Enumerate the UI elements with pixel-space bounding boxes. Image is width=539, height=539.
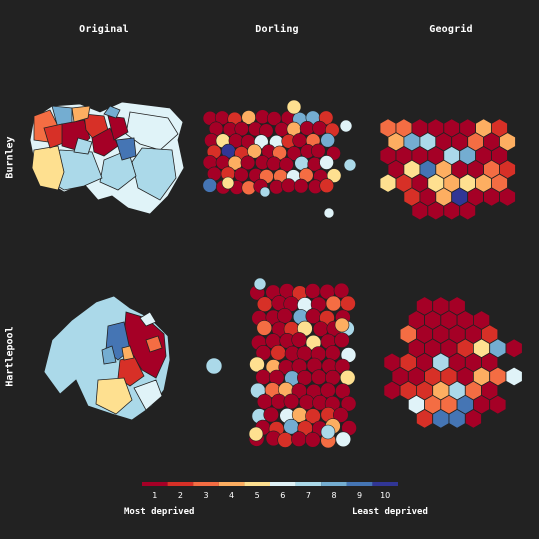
legend-tick-label: 7 [306,491,311,500]
dorling-circle [284,394,299,409]
legend-tick-label: 2 [178,491,183,500]
dorling-circle [305,432,320,447]
legend-color-bar [142,482,398,486]
legend-swatch [347,482,373,486]
legend-swatch [270,482,296,486]
dorling-circle [320,156,334,170]
geogrid-hexagon [500,188,516,206]
legend-swatch [321,482,347,486]
dorling-circle [340,370,355,385]
legend: 1 2 3 4 5 6 7 8 9 10 [142,482,398,500]
dorling-circle [254,278,266,290]
legend-swatch [193,482,219,486]
dorling-circle [300,121,314,135]
dorling-circle [271,345,286,360]
dorling-circle [305,284,320,299]
legend-high-label: Least deprived [352,507,428,517]
legend-swatch [142,482,168,486]
dorling-circle [344,159,356,171]
legend-tick-label: 4 [229,491,234,500]
hartlepool-original-map [44,296,170,420]
legend-swatch [372,482,398,486]
burnley-geogrid-map [380,119,516,220]
dorling-circle [340,120,352,132]
dorling-circle [257,297,272,312]
geogrid-hexagon [506,367,522,386]
dorling-circle [257,320,272,335]
dorling-circle [294,179,308,193]
geogrid-hexagon [428,202,444,220]
geogrid-hexagon [506,339,522,358]
region [32,146,64,190]
geogrid-hexagon [380,174,396,192]
dorling-circle [325,346,340,361]
dorling-circle [297,370,312,385]
dorling-circle [267,157,281,171]
dorling-circle [306,309,321,324]
dorling-circle [264,407,279,422]
burnley-dorling-map [203,100,356,218]
dorling-circle [292,332,307,347]
legend-swatch [244,482,270,486]
dorling-circle [222,177,234,189]
burnley-original-map [30,102,184,214]
legend-tick-label: 1 [152,491,157,500]
hartlepool-dorling-map [206,278,357,448]
legend-low-label: Most deprived [124,507,194,517]
dorling-circle [203,178,217,192]
dorling-circle [313,121,327,135]
legend-tick-label: 3 [203,491,208,500]
dorling-circle [341,296,356,311]
dorling-circle [206,358,222,374]
legend-ticks: 1 2 3 4 5 6 7 8 9 10 [152,491,390,500]
dorling-circle [249,427,263,441]
dorling-circle [334,333,349,348]
dorling-circle [256,370,271,385]
dorling-circle [326,296,341,311]
dorling-circle [260,187,270,197]
dorling-circle [311,144,325,158]
legend-swatch [168,482,194,486]
legend-tick-label: 6 [280,491,285,500]
legend-tick-label: 10 [380,491,390,500]
dorling-circle [277,308,292,323]
dorling-circle [336,432,351,447]
dorling-circle [321,425,335,439]
dorling-circle [311,370,326,385]
dorling-circle [320,179,334,193]
dorling-circle [234,168,248,182]
dorling-circle [282,179,296,193]
legend-tick-label: 8 [331,491,336,500]
dorling-circle [335,318,349,332]
legend-tick-label: 9 [357,491,362,500]
dorling-circle [324,208,334,218]
legend-swatch [219,482,245,486]
geogrid-hexagon [490,395,506,414]
dorling-circle [287,100,301,114]
dorling-circle [291,432,306,447]
legend-swatch [296,482,322,486]
legend-tick-label: 5 [255,491,260,500]
hartlepool-geogrid-map [384,297,522,429]
dorling-circle [321,133,335,147]
dorling-circle [278,433,293,448]
